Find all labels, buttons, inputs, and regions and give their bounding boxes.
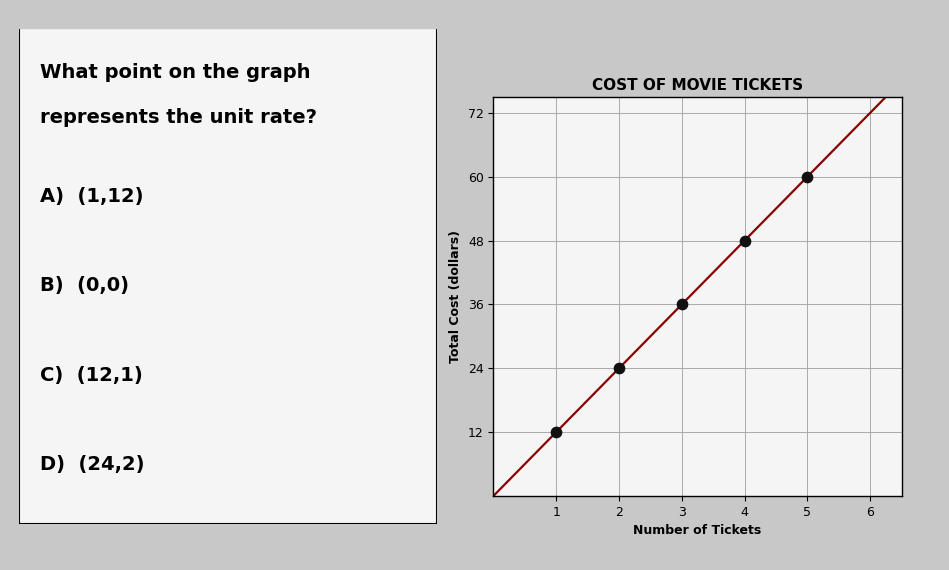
Y-axis label: Total Cost (dollars): Total Cost (dollars): [449, 230, 462, 363]
Text: B)  (0,0): B) (0,0): [40, 276, 129, 295]
Point: [674, 300, 689, 309]
Text: represents the unit rate?: represents the unit rate?: [40, 108, 317, 127]
X-axis label: Number of Tickets: Number of Tickets: [633, 524, 762, 537]
Point: [737, 236, 753, 245]
Point: [549, 428, 564, 437]
Text: What point on the graph: What point on the graph: [40, 63, 310, 82]
Point: [800, 172, 815, 181]
Text: A)  (1,12): A) (1,12): [40, 187, 143, 206]
Text: C)  (12,1): C) (12,1): [40, 366, 142, 385]
Text: D)  (24,2): D) (24,2): [40, 455, 144, 474]
FancyBboxPatch shape: [19, 28, 437, 524]
Point: [611, 364, 626, 373]
Title: COST OF MOVIE TICKETS: COST OF MOVIE TICKETS: [592, 78, 803, 93]
